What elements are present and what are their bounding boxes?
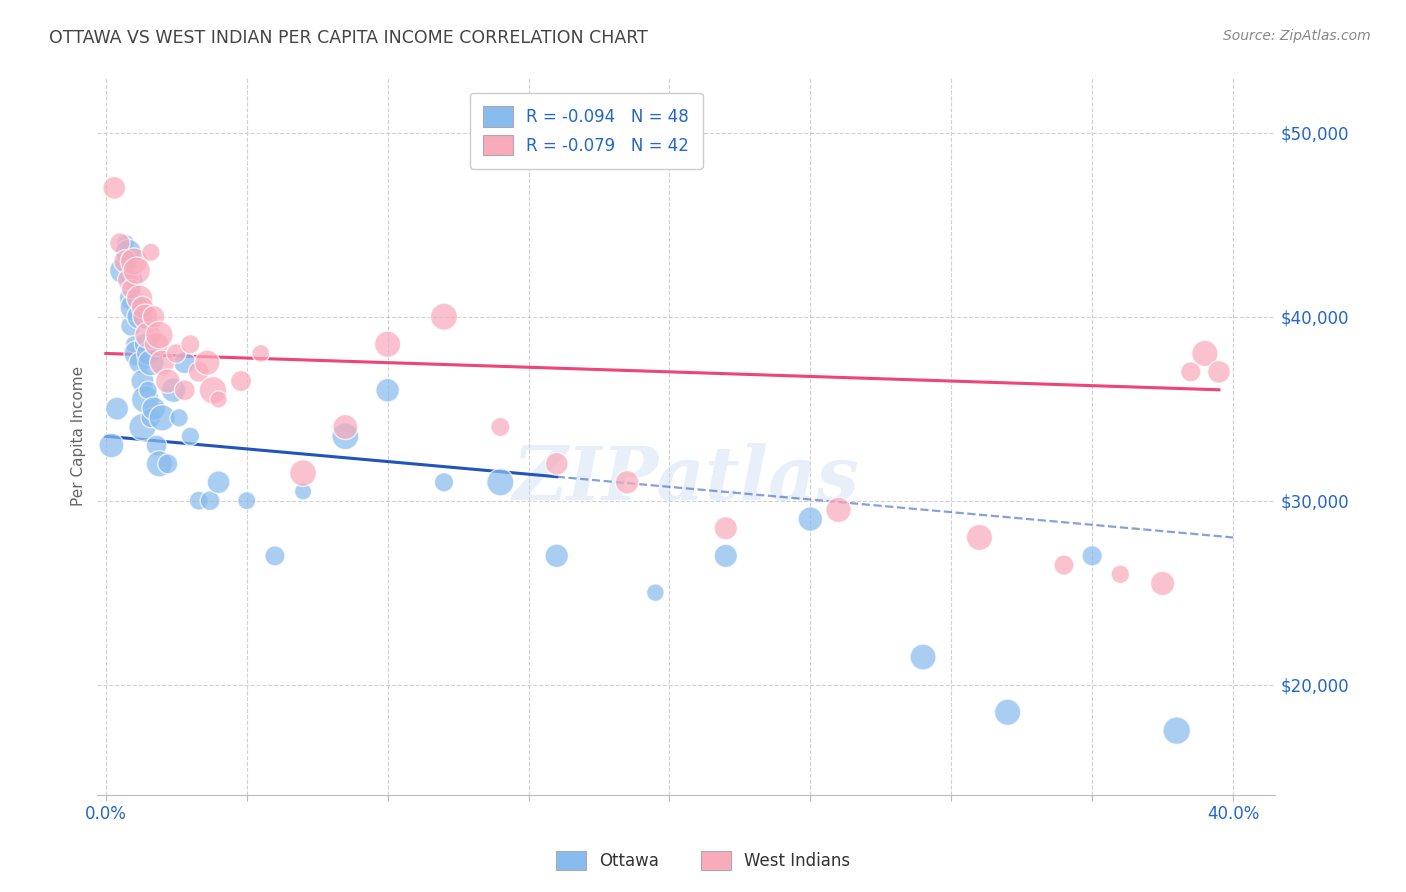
Point (139, 245, 162, 260)
Point (489, 475, 512, 490)
Point (148, 328, 170, 343)
Point (145, 337, 167, 351)
Point (292, 484, 315, 499)
Point (100, 438, 122, 452)
Point (136, 346, 159, 360)
Point (134, 392, 156, 407)
Point (799, 512, 821, 526)
Point (150, 356, 173, 370)
Point (997, 705, 1019, 719)
Point (335, 429, 357, 443)
Point (128, 356, 150, 370)
Point (546, 457, 568, 471)
Point (1180, 365, 1202, 379)
Point (148, 457, 170, 471)
Point (120, 291, 142, 305)
Point (235, 493, 257, 508)
Point (142, 310, 165, 324)
Point (714, 521, 737, 535)
Point (292, 466, 315, 480)
Point (179, 337, 201, 351)
Point (103, 181, 125, 195)
Point (827, 503, 849, 517)
Point (377, 337, 399, 351)
Point (156, 457, 179, 471)
Point (114, 254, 136, 268)
Point (644, 585, 666, 599)
Point (167, 410, 190, 425)
Point (125, 346, 148, 360)
Point (1053, 558, 1076, 572)
Legend: Ottawa, West Indians: Ottawa, West Indians (550, 844, 856, 877)
Text: OTTAWA VS WEST INDIAN PER CAPITA INCOME CORRELATION CHART: OTTAWA VS WEST INDIAN PER CAPITA INCOME … (49, 29, 648, 46)
Point (1194, 346, 1216, 360)
Point (198, 493, 221, 508)
Point (131, 374, 153, 388)
Point (969, 531, 991, 545)
Point (131, 420, 153, 434)
Point (108, 235, 131, 250)
Point (165, 346, 187, 360)
Point (1166, 723, 1188, 738)
Point (1208, 365, 1230, 379)
Point (195, 356, 218, 370)
Point (1081, 549, 1104, 563)
Point (1109, 567, 1132, 582)
Point (207, 392, 229, 407)
Point (122, 254, 145, 268)
Point (139, 356, 162, 370)
Point (207, 475, 229, 490)
Text: ZIPatlas: ZIPatlas (513, 443, 860, 516)
Point (142, 401, 165, 416)
Point (114, 235, 136, 250)
Legend: R = -0.094   N = 48, R = -0.079   N = 42: R = -0.094 N = 48, R = -0.079 N = 42 (470, 93, 703, 169)
Point (156, 374, 179, 388)
Point (139, 410, 162, 425)
Point (128, 291, 150, 305)
Text: Source: ZipAtlas.com: Source: ZipAtlas.com (1223, 29, 1371, 43)
Point (173, 384, 195, 398)
Point (117, 245, 139, 260)
Point (134, 337, 156, 351)
Point (150, 410, 173, 425)
Point (125, 263, 148, 277)
Point (122, 301, 145, 315)
Point (335, 420, 357, 434)
Point (122, 273, 145, 287)
Y-axis label: Per Capita Income: Per Capita Income (72, 367, 86, 507)
Point (433, 310, 456, 324)
Point (714, 549, 737, 563)
Point (122, 337, 145, 351)
Point (117, 273, 139, 287)
Point (120, 318, 142, 333)
Point (136, 328, 159, 343)
Point (264, 549, 287, 563)
Point (162, 384, 184, 398)
Point (377, 384, 399, 398)
Point (134, 310, 156, 324)
Point (546, 549, 568, 563)
Point (145, 438, 167, 452)
Point (120, 282, 142, 296)
Point (489, 420, 512, 434)
Point (201, 384, 224, 398)
Point (173, 356, 195, 370)
Point (131, 301, 153, 315)
Point (187, 493, 209, 508)
Point (111, 263, 134, 277)
Point (616, 475, 638, 490)
Point (1152, 576, 1174, 591)
Point (179, 429, 201, 443)
Point (912, 650, 935, 665)
Point (128, 310, 150, 324)
Point (249, 346, 271, 360)
Point (136, 384, 159, 398)
Point (187, 365, 209, 379)
Point (229, 374, 252, 388)
Point (105, 401, 128, 416)
Point (433, 475, 456, 490)
